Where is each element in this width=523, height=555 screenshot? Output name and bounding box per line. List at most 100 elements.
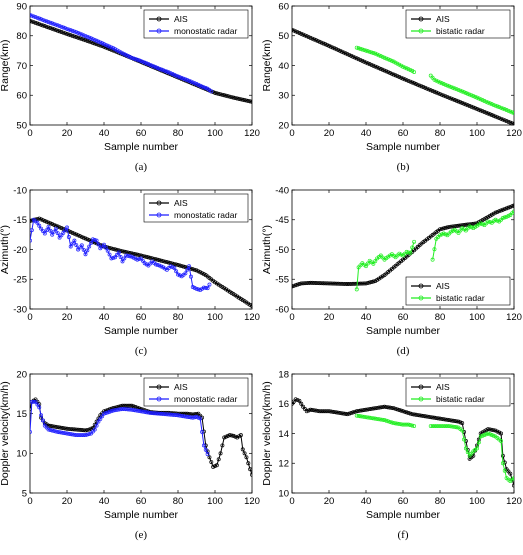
data-point [449, 418, 454, 423]
data-point [491, 102, 496, 107]
data-point [201, 85, 206, 90]
data-point [113, 405, 118, 410]
data-point [510, 121, 514, 125]
data-point [393, 421, 398, 426]
data-point [476, 440, 481, 445]
data-point [196, 415, 201, 420]
data-point [336, 48, 341, 52]
data-point [502, 107, 507, 112]
data-point [237, 96, 241, 101]
data-point [31, 399, 36, 404]
legend-label: monostatic radar [174, 26, 237, 36]
data-point [364, 281, 368, 286]
data-point [417, 83, 422, 88]
data-point [122, 52, 127, 57]
data-point [406, 67, 411, 72]
x-tick-label: 100 [207, 128, 223, 139]
data-point [164, 69, 169, 74]
data-point [120, 51, 125, 56]
data-point [358, 408, 363, 413]
data-point [83, 34, 88, 39]
data-point [235, 96, 240, 101]
data-point [61, 426, 66, 431]
data-point [323, 281, 328, 286]
chart-panel-c: 0 20 40 60 80 100 120 -30 -25 -20 -15 -10 Sample num… [0, 185, 260, 357]
data-point [486, 431, 491, 436]
series-bistatic-radar [354, 413, 514, 484]
data-point [77, 234, 82, 239]
data-point [334, 410, 339, 415]
data-point [114, 407, 119, 412]
data-point [351, 54, 355, 59]
data-point [451, 418, 455, 423]
data-point [198, 83, 203, 88]
data-point [345, 52, 350, 57]
data-point [388, 71, 392, 75]
x-tick-label: 80 [173, 312, 184, 323]
data-point [319, 409, 324, 414]
data-point [31, 20, 36, 25]
data-point [107, 44, 112, 49]
data-point [491, 433, 496, 438]
data-point [434, 78, 439, 83]
panel-caption: (a) [135, 161, 148, 173]
data-point [449, 424, 454, 429]
data-point [451, 224, 455, 229]
data-point [382, 404, 387, 409]
legend-label: AIS [436, 382, 450, 392]
data-point [53, 28, 58, 32]
data-point [196, 269, 201, 274]
chart-panel-d: 0 20 40 60 80 100 120 -60 -55 -50 -45 -40 Sample num… [261, 185, 522, 357]
data-point [37, 223, 42, 228]
data-point [174, 73, 179, 78]
data-point [415, 82, 420, 87]
data-point [426, 87, 431, 92]
data-point [473, 94, 478, 99]
data-point [362, 281, 367, 286]
data-point [386, 419, 391, 424]
data-point [364, 407, 368, 412]
data-point [39, 217, 44, 222]
data-point [248, 99, 252, 104]
data-point [358, 58, 363, 62]
data-point [103, 42, 108, 47]
data-point [74, 30, 79, 35]
data-point [96, 242, 101, 247]
data-point [50, 222, 55, 227]
data-point [378, 66, 383, 71]
data-point [423, 414, 428, 419]
data-point [397, 75, 402, 79]
data-point [462, 101, 466, 106]
data-point [327, 409, 331, 414]
data-point [153, 411, 158, 416]
data-point [369, 406, 374, 411]
data-point [135, 408, 140, 413]
data-point [412, 412, 417, 417]
x-axis-label: Sample number [366, 509, 441, 521]
data-point [100, 41, 105, 46]
data-point [308, 407, 313, 412]
data-point [360, 47, 365, 52]
series-bistatic-radar [354, 45, 514, 116]
data-point [146, 255, 151, 260]
data-point [462, 223, 466, 227]
data-point [456, 87, 461, 92]
data-point [183, 414, 188, 419]
data-point [476, 96, 481, 101]
data-point [395, 421, 400, 426]
data-point [500, 117, 505, 122]
series-monostatic-radar [30, 399, 210, 457]
data-point [68, 244, 73, 249]
data-point [57, 235, 62, 240]
data-point [155, 66, 160, 70]
data-point [233, 96, 238, 101]
data-point [436, 79, 441, 84]
data-point [55, 23, 60, 28]
data-point [201, 285, 206, 290]
data-point [425, 414, 429, 419]
data-point [301, 404, 306, 409]
data-point [220, 443, 225, 448]
data-point [434, 416, 439, 420]
legend-label: AIS [436, 281, 450, 291]
y-tick-label: 60 [16, 91, 27, 102]
